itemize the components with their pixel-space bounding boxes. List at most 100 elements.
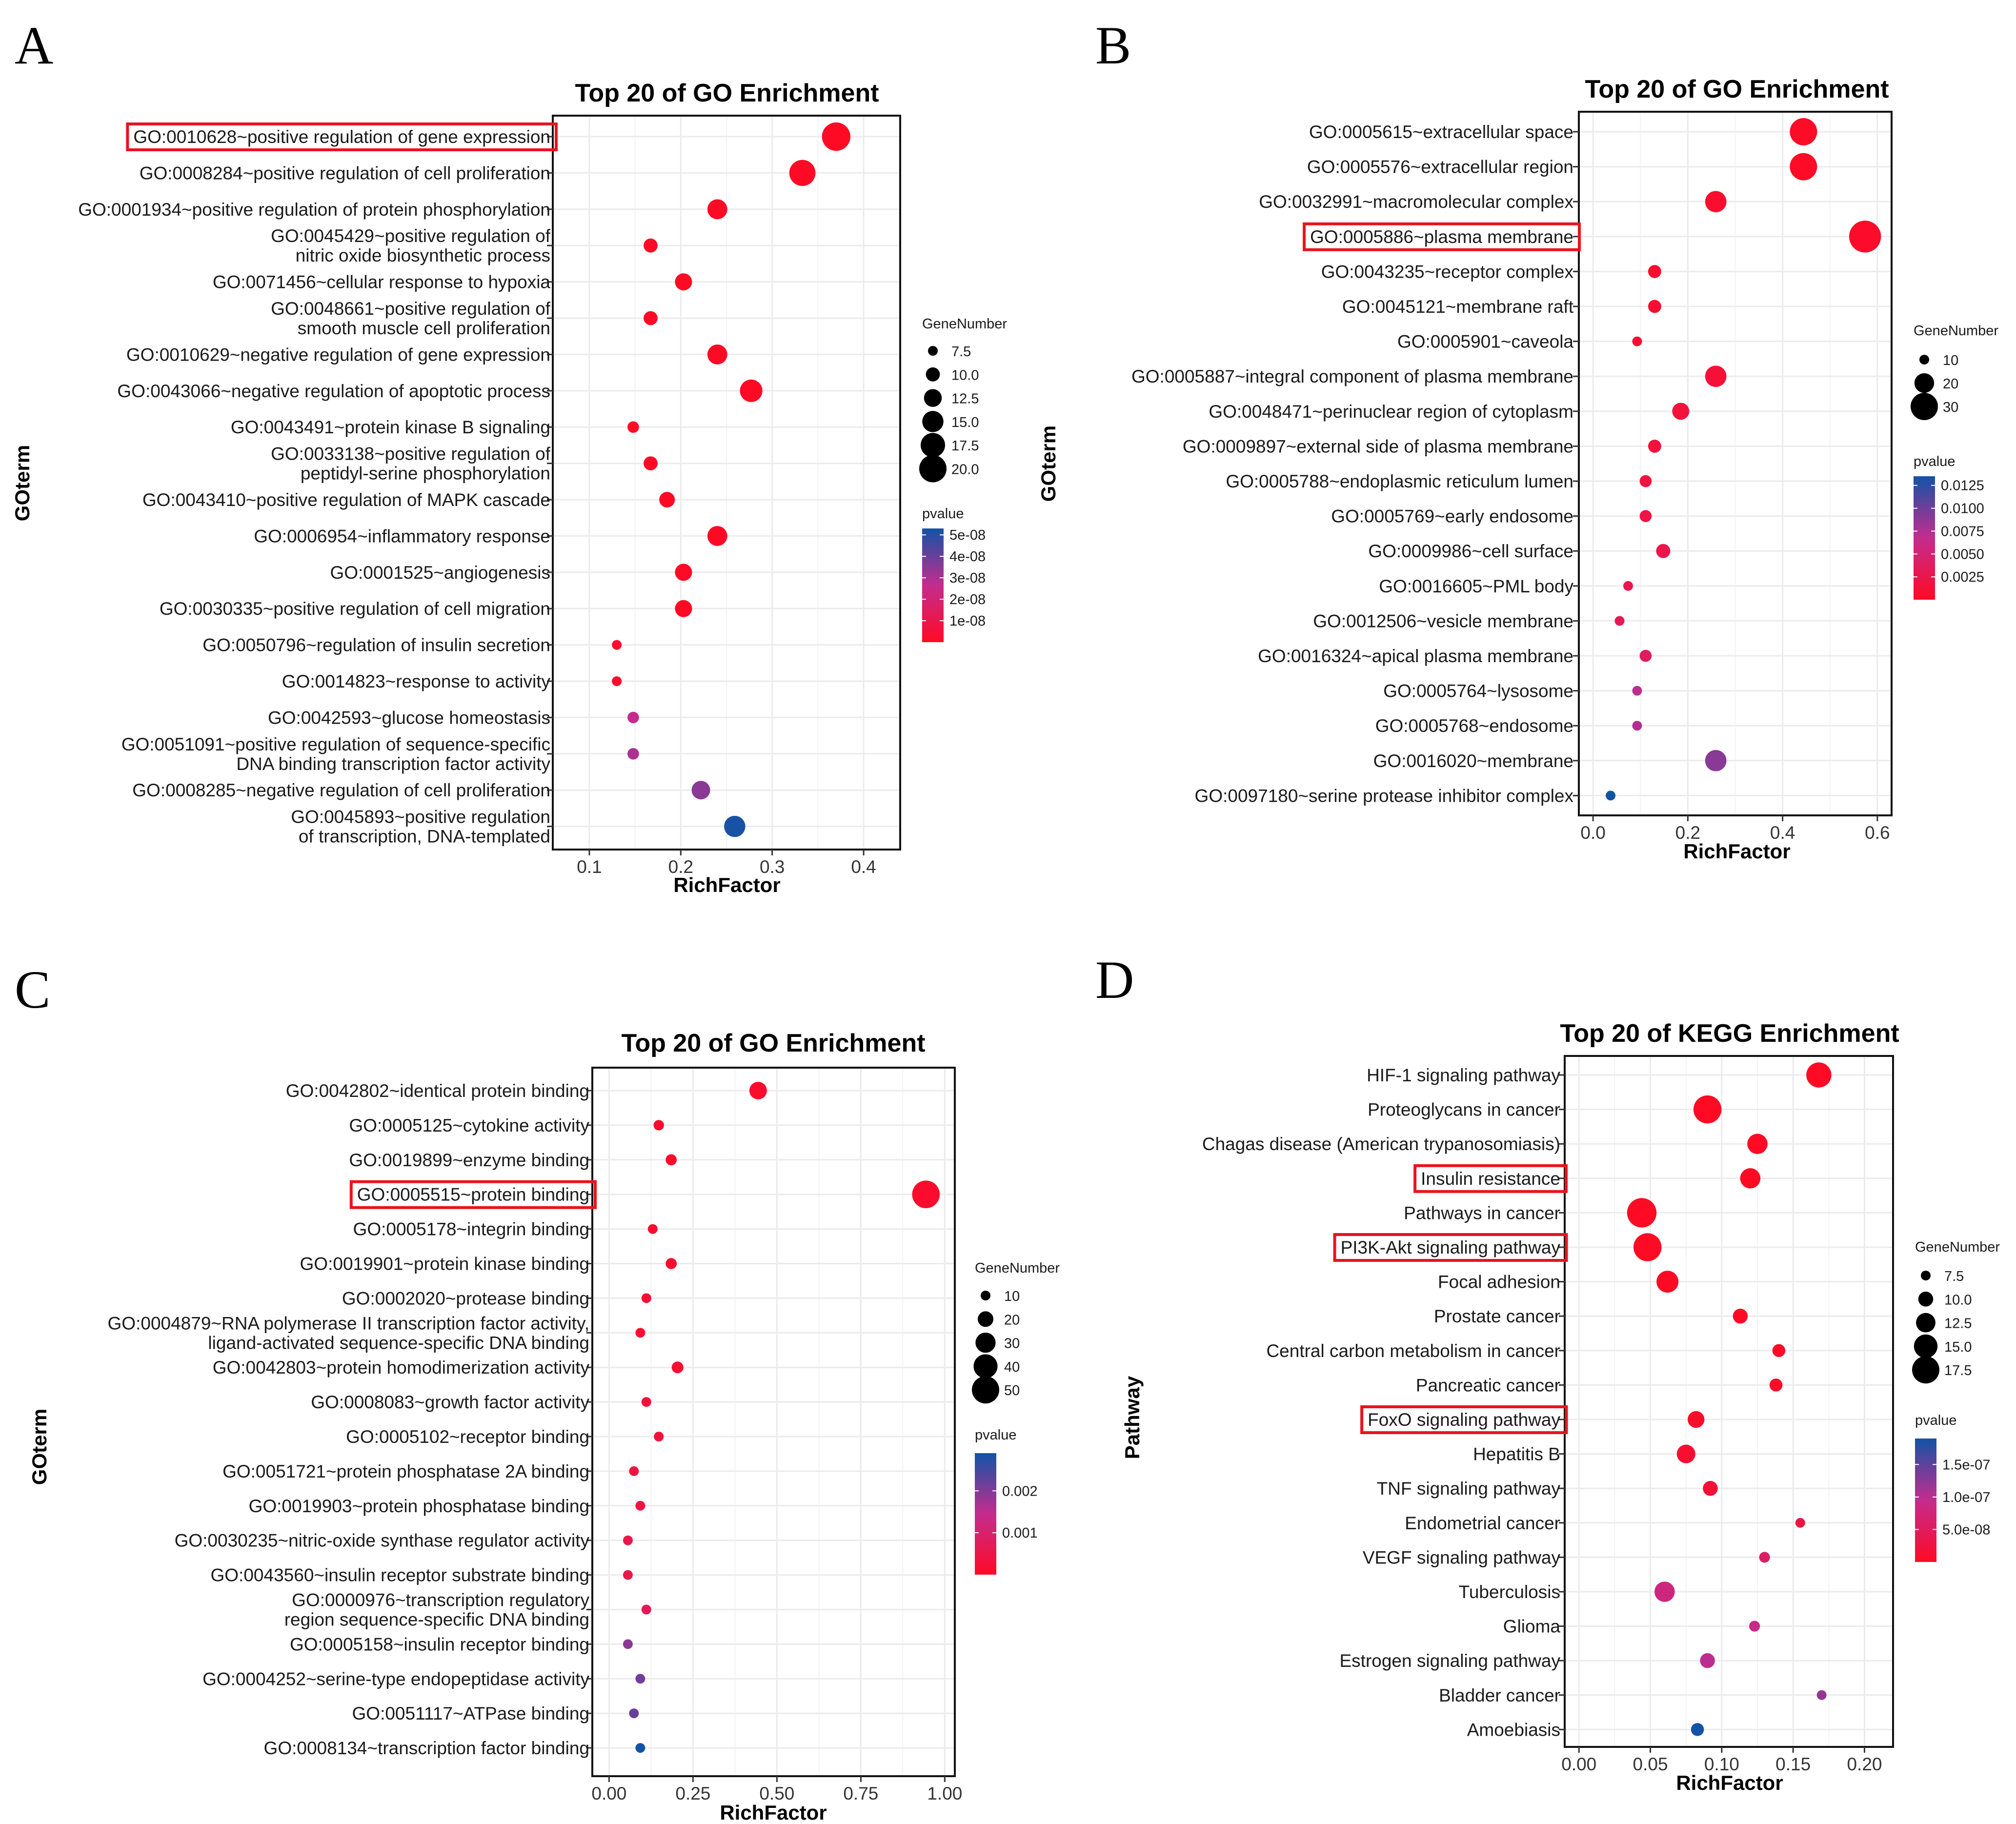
term-label: GO:0043066~negative regulation of apopto… bbox=[117, 381, 550, 401]
data-point bbox=[627, 711, 639, 724]
term-label: GO:0010628~positive regulation of gene e… bbox=[133, 127, 550, 147]
x-tick-label: 1.00 bbox=[927, 1783, 962, 1804]
data-point bbox=[671, 1361, 684, 1374]
data-point bbox=[1693, 1095, 1722, 1124]
term-label: GO:0030235~nitric-oxide synthase regulat… bbox=[175, 1531, 590, 1551]
size-legend-label: 20.0 bbox=[951, 462, 979, 478]
x-tick-label: 0.0 bbox=[1580, 823, 1605, 843]
term-label: GO:0004252~serine-type endopeptidase act… bbox=[202, 1669, 589, 1689]
term-label: GO:0045121~membrane raft bbox=[1342, 297, 1574, 317]
panel-letter: C bbox=[15, 960, 50, 1019]
highlight-box bbox=[1333, 1233, 1568, 1262]
size-legend-label: 12.5 bbox=[951, 391, 979, 407]
color-legend-label: 2e-08 bbox=[949, 592, 986, 608]
term-label: GO:0005515~protein binding bbox=[357, 1185, 589, 1205]
panel-letter: D bbox=[1095, 950, 1134, 1010]
x-tick-label: 0.20 bbox=[1847, 1754, 1882, 1774]
size-legend-label: 10 bbox=[1943, 353, 1958, 368]
size-legend-dot bbox=[981, 1291, 990, 1300]
data-point bbox=[653, 1120, 664, 1131]
size-legend-label: 7.5 bbox=[1944, 1269, 1964, 1284]
term-label: GO:0009986~cell surface bbox=[1368, 541, 1573, 561]
data-point bbox=[1632, 686, 1642, 696]
size-legend-dot bbox=[928, 346, 938, 356]
term-label: GO:0050796~regulation of insulin secreti… bbox=[202, 635, 550, 655]
data-point bbox=[1648, 300, 1661, 313]
data-point bbox=[1654, 1581, 1675, 1602]
term-label: Pathways in cancer bbox=[1404, 1203, 1560, 1223]
chart-title: Top 20 of KEGG Enrichment bbox=[1560, 1019, 1899, 1048]
term-label: GO:0097180~serine protease inhibitor com… bbox=[1195, 786, 1574, 806]
term-label: GO:0019903~protein phosphatase binding bbox=[249, 1496, 589, 1516]
data-point bbox=[1614, 616, 1625, 626]
size-legend-label: 7.5 bbox=[951, 344, 971, 360]
color-legend-label: 1.0e-07 bbox=[1942, 1490, 1990, 1505]
data-point bbox=[1806, 1062, 1832, 1088]
term-label: GO:0005576~extracellular region bbox=[1307, 157, 1573, 177]
color-legend-label: 0.0125 bbox=[1941, 478, 1984, 494]
plot-border bbox=[552, 115, 901, 851]
color-legend-title: pvalue bbox=[975, 1427, 1016, 1443]
term-label: GO:0045893~positive regulation of transcr… bbox=[291, 807, 550, 847]
size-legend-dot bbox=[920, 433, 946, 458]
term-label: PI3K-Akt signaling pathway bbox=[1341, 1237, 1561, 1257]
panel-A: A Top 20 of GO Enrichment 0.1 0.2 0.3 0.4 Rich… bbox=[11, 16, 1007, 896]
y-axis-label: GOterm bbox=[1037, 426, 1060, 502]
x-axis-label: RichFactor bbox=[1683, 840, 1790, 863]
x-tick-label: 0.1 bbox=[577, 857, 602, 877]
term-label: Tuberculosis bbox=[1459, 1582, 1560, 1602]
data-point bbox=[822, 122, 850, 151]
x-tick-label: 0.15 bbox=[1775, 1754, 1811, 1774]
data-point bbox=[1790, 153, 1817, 181]
term-label: GO:0051091~positive regulation of sequen… bbox=[121, 734, 551, 774]
size-legend-label: 15.0 bbox=[951, 415, 979, 430]
data-point bbox=[1747, 1134, 1768, 1155]
size-legend-label: 30 bbox=[1943, 400, 1958, 415]
term-label: GO:0048471~perinuclear region of cytopla… bbox=[1209, 402, 1573, 422]
data-point bbox=[644, 311, 658, 325]
color-legend-label: 0.002 bbox=[1002, 1483, 1038, 1499]
data-point bbox=[629, 1708, 639, 1719]
data-point bbox=[1700, 1653, 1715, 1668]
term-label: GO:0001934~positive regulation of protei… bbox=[78, 200, 550, 220]
term-label: VEGF signaling pathway bbox=[1363, 1547, 1561, 1567]
size-legend-label: 10 bbox=[1004, 1289, 1020, 1304]
term-label: GO:0005887~integral component of plasma … bbox=[1131, 366, 1573, 386]
size-legend-dot bbox=[1911, 393, 1938, 420]
data-point bbox=[1705, 750, 1727, 771]
term-label: GO:0000976~transcription regulatory regio… bbox=[284, 1590, 590, 1630]
data-point bbox=[707, 526, 727, 546]
data-point bbox=[1790, 118, 1817, 145]
term-label: GO:0005886~plasma membrane bbox=[1310, 227, 1573, 247]
data-point bbox=[644, 456, 658, 470]
x-tick-label: 0.2 bbox=[668, 857, 693, 877]
data-point bbox=[1733, 1308, 1748, 1324]
x-tick-label: 0.4 bbox=[851, 857, 876, 877]
term-label: GO:0042593~glucose homeostasis bbox=[268, 708, 550, 728]
term-label: GO:0008083~growth factor activity bbox=[311, 1392, 589, 1412]
color-legend-bar bbox=[975, 1453, 996, 1575]
x-tick-label: 0.3 bbox=[760, 857, 785, 877]
size-legend-title: GeneNumber bbox=[1915, 1239, 2000, 1255]
term-label: GO:0016324~apical plasma membrane bbox=[1258, 646, 1573, 666]
data-point bbox=[623, 1535, 633, 1545]
data-point bbox=[1632, 336, 1642, 346]
term-label: GO:0008285~negative regulation of cell p… bbox=[132, 780, 550, 800]
data-point bbox=[612, 676, 622, 686]
term-label: GO:0043235~receptor complex bbox=[1321, 262, 1574, 282]
x-axis-label: RichFactor bbox=[673, 873, 780, 896]
data-point bbox=[627, 748, 639, 760]
highlight-box bbox=[1360, 1405, 1568, 1434]
data-point bbox=[1705, 365, 1727, 387]
size-legend-label: 50 bbox=[1004, 1383, 1020, 1398]
data-point bbox=[647, 1224, 658, 1234]
data-point bbox=[1703, 1480, 1718, 1496]
data-point bbox=[1676, 1444, 1695, 1463]
term-label: GO:0004879~RNA polymerase II transcripti… bbox=[108, 1313, 589, 1353]
term-label: GO:0030335~positive regulation of cell m… bbox=[160, 599, 550, 619]
data-point bbox=[1769, 1378, 1783, 1392]
term-label: GO:0001525~angiogenesis bbox=[330, 563, 550, 583]
term-label: GO:0005769~early endosome bbox=[1331, 507, 1573, 527]
data-point bbox=[635, 1743, 645, 1753]
